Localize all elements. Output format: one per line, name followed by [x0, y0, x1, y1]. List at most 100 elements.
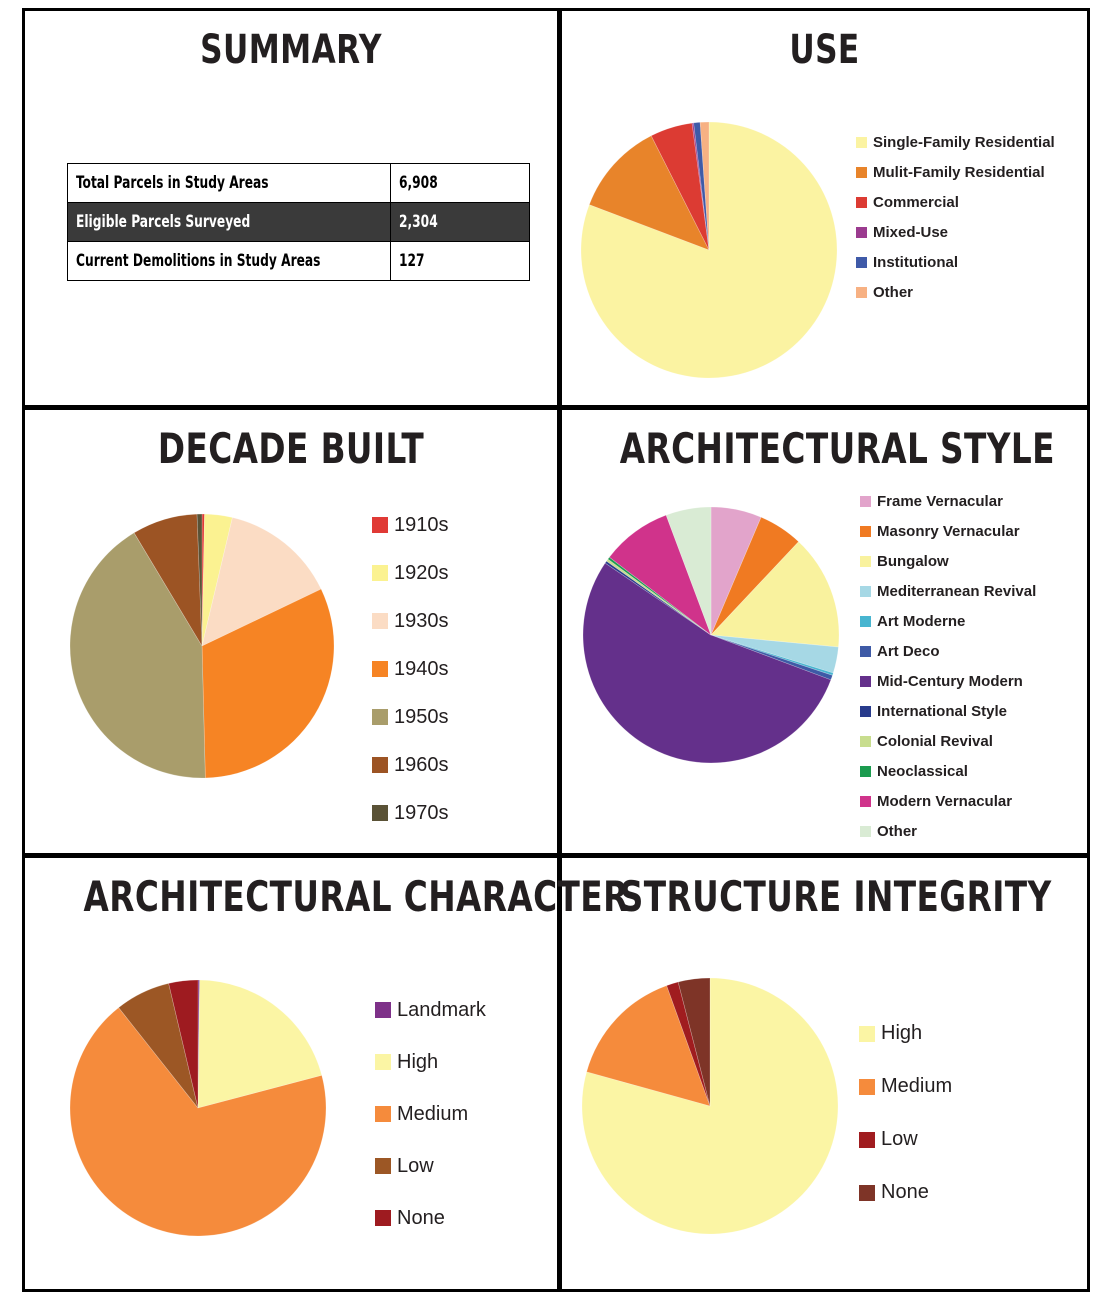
- legend-label: Bungalow: [877, 552, 949, 570]
- use-slice-mixed-use: [691, 122, 710, 251]
- integrity-slice-none: [677, 977, 711, 1107]
- legend-swatch: [375, 1158, 391, 1174]
- character-slice-low: [118, 983, 199, 1109]
- legend-item: Bungalow: [860, 546, 1036, 576]
- legend-item: Low: [859, 1113, 952, 1166]
- legend-item: Mid-Century Modern: [860, 666, 1036, 696]
- legend-swatch: [856, 256, 867, 268]
- legend-label: 1960s: [394, 753, 449, 776]
- legend-item: Mixed-Use: [856, 217, 1055, 247]
- decade-pie-chart: [69, 513, 335, 779]
- legend-label: Commercial: [873, 193, 959, 211]
- infographic-grid: SUMMARY Total Parcels in Study Areas 6,9…: [22, 8, 1090, 1292]
- decade-slice-1960s: [133, 513, 203, 647]
- legend-swatch: [372, 517, 388, 533]
- legend-item: None: [375, 1192, 486, 1244]
- legend-label: Other: [873, 283, 914, 301]
- legend-item: Masonry Vernacular: [860, 516, 1036, 546]
- use-panel: USE: [562, 11, 1087, 405]
- legend-swatch: [860, 735, 871, 747]
- legend-item: 1920s: [372, 549, 449, 597]
- style-slice-other: [665, 506, 712, 636]
- integrity-panel: STRUCTURE INTEGRITY: [562, 858, 1087, 1289]
- divider-horizontal-2: [25, 853, 1087, 858]
- legend-label: Mediterranean Revival: [877, 582, 1037, 600]
- legend-item: None: [859, 1166, 952, 1219]
- legend-swatch: [859, 1131, 875, 1148]
- use-pie-chart: [580, 121, 838, 379]
- summary-panel: SUMMARY Total Parcels in Study Areas 6,9…: [25, 11, 557, 405]
- table-row: Eligible Parcels Surveyed 2,304: [67, 202, 530, 242]
- decade-slice-1970s: [196, 513, 203, 647]
- use-legend: Single-Family Residential Mulit-Family Re…: [856, 127, 1055, 307]
- legend-label: Low: [881, 1128, 918, 1150]
- legend-label: High: [881, 1022, 923, 1044]
- legend-item: Institutional: [856, 247, 1055, 277]
- legend-item: Colonial Revival: [860, 726, 1036, 756]
- decade-title: DECADE BUILT: [157, 424, 425, 473]
- legend-item: 1930s: [372, 597, 449, 645]
- summary-table: Total Parcels in Study Areas 6,908 Eligi…: [67, 163, 530, 281]
- legend-item: Commercial: [856, 187, 1055, 217]
- style-slice-bungalow: [710, 541, 840, 648]
- style-legend: Frame Vernacular Masonry Vernacular Bungal…: [860, 486, 1036, 846]
- legend-swatch: [860, 705, 871, 717]
- legend-label: Landmark: [397, 998, 486, 1021]
- legend-label: Low: [397, 1154, 434, 1177]
- integrity-legend: High Medium Low None: [859, 1007, 952, 1219]
- legend-item: Frame Vernacular: [860, 486, 1036, 516]
- legend-label: None: [881, 1181, 929, 1203]
- use-slice-commercial: [650, 122, 710, 251]
- legend-swatch: [856, 286, 867, 298]
- summary-row-label: Eligible Parcels Surveyed: [76, 212, 251, 232]
- legend-swatch: [860, 795, 871, 807]
- legend-swatch: [856, 196, 867, 208]
- legend-swatch: [860, 555, 871, 567]
- character-slice-none: [168, 979, 199, 1109]
- legend-swatch: [372, 613, 388, 629]
- legend-item: 1970s: [372, 789, 449, 837]
- summary-row-value: 127: [399, 251, 425, 271]
- legend-item: Mediterranean Revival: [860, 576, 1036, 606]
- legend-label: Other: [877, 822, 918, 840]
- character-slice-medium: [69, 1007, 327, 1237]
- legend-item: Medium: [375, 1088, 486, 1140]
- legend-swatch: [860, 495, 871, 507]
- character-pie-chart: [69, 979, 327, 1237]
- legend-swatch: [372, 661, 388, 677]
- legend-label: 1970s: [394, 801, 449, 824]
- style-slice-art-deco: [710, 634, 833, 681]
- legend-label: Single-Family Residential: [873, 133, 1055, 151]
- legend-swatch: [375, 1054, 391, 1070]
- integrity-slice-high: [581, 977, 839, 1235]
- legend-label: Mid-Century Modern: [877, 672, 1023, 690]
- legend-label: Mixed-Use: [873, 223, 949, 241]
- legend-swatch: [375, 1210, 391, 1226]
- summary-row-value: 6,908: [399, 173, 438, 193]
- legend-label: International Style: [877, 702, 1008, 720]
- legend-item: Other: [860, 816, 1036, 846]
- legend-swatch: [859, 1025, 875, 1042]
- style-pie-chart: [582, 506, 840, 764]
- decade-slice-1940s: [201, 588, 335, 779]
- style-slice-mid-century-modern: [582, 562, 832, 764]
- legend-swatch: [375, 1002, 391, 1018]
- legend-swatch: [860, 825, 871, 837]
- character-title: ARCHITECTURAL CHARACTER: [83, 872, 629, 921]
- legend-swatch: [860, 585, 871, 597]
- integrity-slice-medium: [586, 985, 711, 1107]
- decade-slice-1920s: [201, 513, 233, 647]
- divider-horizontal-1: [25, 405, 1087, 410]
- legend-label: 1950s: [394, 705, 449, 728]
- summary-title: SUMMARY: [200, 27, 382, 73]
- legend-swatch: [860, 675, 871, 687]
- legend-item: Low: [375, 1140, 486, 1192]
- legend-label: 1910s: [394, 513, 449, 536]
- character-slice-landmark: [197, 979, 200, 1109]
- legend-swatch: [856, 226, 867, 238]
- style-slice-international-style: [604, 560, 712, 636]
- decade-slice-1930s: [201, 517, 322, 647]
- decade-legend: 1910s 1920s 1930s 1940s 1950s 1960s 1970s: [372, 501, 449, 837]
- table-row: Total Parcels in Study Areas 6,908: [67, 163, 530, 203]
- legend-item: 1910s: [372, 501, 449, 549]
